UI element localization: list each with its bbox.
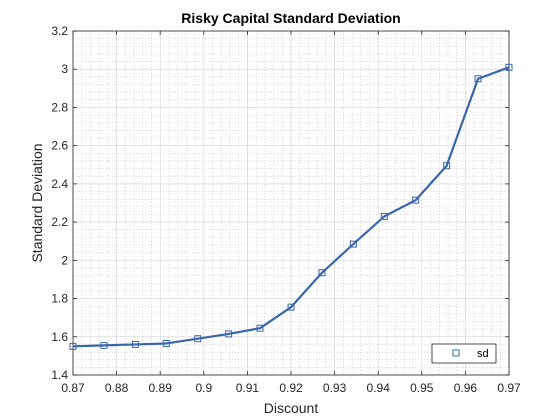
y-tick-label: 2.8: [51, 100, 68, 114]
data-point-marker: [349, 240, 357, 248]
legend-marker-square: [452, 349, 460, 357]
y-tick-label: 2.6: [51, 139, 68, 153]
legend: sd: [431, 343, 497, 364]
data-point-marker: [225, 330, 233, 338]
y-tick-label: 1.8: [51, 292, 68, 306]
x-tick-label: 0.91: [236, 381, 260, 395]
data-point-marker: [287, 303, 295, 311]
y-tick-label: 2.2: [51, 215, 68, 229]
x-axis-ticks: 0.87 0.88 0.89 0.9 0.91 0.92 0.93 0.94 0.95 0.96 0…: [61, 31, 521, 395]
x-tick-label: 0.96: [454, 381, 478, 395]
data-point-marker: [100, 341, 108, 349]
y-tick-label: 2.4: [51, 177, 68, 191]
x-tick-label: 0.88: [105, 381, 129, 395]
data-point-marker: [318, 269, 326, 277]
y-axis-title: Standard Deviation: [29, 143, 45, 262]
data-point-marker: [194, 335, 202, 343]
data-point-marker: [474, 75, 482, 83]
x-tick-label: 0.87: [61, 381, 85, 395]
y-tick-label: 1.4: [51, 368, 68, 382]
x-tick-label: 0.94: [367, 381, 391, 395]
legend-label: sd: [477, 348, 489, 360]
data-point-marker: [443, 162, 451, 170]
data-point-marker: [162, 339, 170, 347]
x-tick-label: 0.89: [149, 381, 173, 395]
data-point-marker: [131, 340, 139, 348]
y-tick-label: 3: [61, 62, 68, 76]
data-point-marker: [412, 196, 420, 204]
y-axis-ticks: 1.4 1.6 1.8 2 2.2 2.4 2.6 2.8 3 3.2: [51, 24, 509, 382]
data-point-marker: [505, 63, 513, 71]
x-tick-label: 0.97: [497, 381, 521, 395]
y-tick-label: 2: [61, 253, 68, 267]
data-point-marker: [380, 212, 388, 220]
data-point-marker: [256, 324, 264, 332]
x-tick-label: 0.95: [410, 381, 434, 395]
series-layer: [69, 63, 513, 350]
x-tick-label: 0.93: [323, 381, 347, 395]
data-point-marker: [69, 342, 77, 350]
legend-box: [431, 343, 497, 364]
y-tick-label: 3.2: [51, 24, 68, 38]
x-tick-label: 0.9: [195, 381, 212, 395]
series-line-sd: [72, 66, 510, 348]
x-axis-title: Discount: [264, 400, 319, 416]
x-tick-label: 0.92: [279, 381, 303, 395]
chart-title: Risky Capital Standard Deviation: [181, 10, 400, 26]
y-tick-label: 1.6: [51, 330, 68, 344]
